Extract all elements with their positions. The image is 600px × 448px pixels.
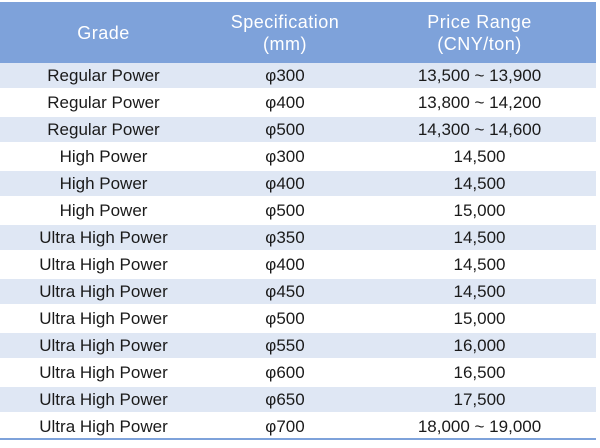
cell-price: 14,300 ~ 14,600 <box>363 116 596 144</box>
cell-price: 13,800 ~ 14,200 <box>363 89 596 117</box>
table-row: Ultra High Power φ550 16,000 <box>0 332 596 360</box>
table-row: Regular Power φ300 13,500 ~ 13,900 <box>0 63 596 90</box>
cell-price: 14,500 <box>363 224 596 252</box>
header-spec-line2: (mm) <box>263 33 307 54</box>
cell-grade: Ultra High Power <box>0 359 207 387</box>
table-row: Regular Power φ400 13,800 ~ 14,200 <box>0 89 596 117</box>
cell-grade: Ultra High Power <box>0 251 207 279</box>
cell-price: 14,500 <box>363 170 596 198</box>
cell-price: 14,500 <box>363 251 596 279</box>
cell-grade: High Power <box>0 143 207 171</box>
cell-spec: φ600 <box>207 359 363 387</box>
cell-grade: High Power <box>0 170 207 198</box>
table-bottom-border <box>0 438 596 440</box>
cell-spec: φ400 <box>207 89 363 117</box>
cell-grade: Regular Power <box>0 89 207 117</box>
cell-spec: φ500 <box>207 197 363 225</box>
cell-grade: Ultra High Power <box>0 413 207 441</box>
table-row: High Power φ400 14,500 <box>0 170 596 198</box>
cell-grade: Ultra High Power <box>0 386 207 414</box>
cell-price: 18,000 ~ 19,000 <box>363 413 596 441</box>
header-specification: Specification (mm) <box>207 2 363 63</box>
header-price-range: Price Range (CNY/ton) <box>363 2 596 63</box>
header-row: Grade Specification (mm) Price Range (CN… <box>0 2 596 63</box>
cell-spec: φ400 <box>207 170 363 198</box>
cell-grade: Ultra High Power <box>0 278 207 306</box>
cell-price: 17,500 <box>363 386 596 414</box>
table-row: Ultra High Power φ600 16,500 <box>0 359 596 387</box>
cell-grade: Regular Power <box>0 116 207 144</box>
cell-spec: φ400 <box>207 251 363 279</box>
table-row: High Power φ300 14,500 <box>0 143 596 171</box>
cell-spec: φ450 <box>207 278 363 306</box>
header-price-line1: Price Range <box>427 11 532 32</box>
cell-price: 15,000 <box>363 305 596 333</box>
price-table: Grade Specification (mm) Price Range (CN… <box>0 2 596 441</box>
table-row: Ultra High Power φ500 15,000 <box>0 305 596 333</box>
cell-spec: φ300 <box>207 143 363 171</box>
table-row: Regular Power φ500 14,300 ~ 14,600 <box>0 116 596 144</box>
table-row: Ultra High Power φ450 14,500 <box>0 278 596 306</box>
cell-price: 16,000 <box>363 332 596 360</box>
cell-price: 14,500 <box>363 278 596 306</box>
table-row: High Power φ500 15,000 <box>0 197 596 225</box>
header-grade: Grade <box>0 2 207 63</box>
cell-grade: High Power <box>0 197 207 225</box>
cell-spec: φ650 <box>207 386 363 414</box>
table-header: Grade Specification (mm) Price Range (CN… <box>0 2 596 63</box>
header-spec-line1: Specification <box>230 11 340 32</box>
cell-price: 15,000 <box>363 197 596 225</box>
cell-spec: φ350 <box>207 224 363 252</box>
table-body: Regular Power φ300 13,500 ~ 13,900 Regul… <box>0 63 596 441</box>
cell-spec: φ300 <box>207 63 363 90</box>
cell-spec: φ500 <box>207 116 363 144</box>
cell-price: 16,500 <box>363 359 596 387</box>
cell-grade: Ultra High Power <box>0 332 207 360</box>
table-row: Ultra High Power φ350 14,500 <box>0 224 596 252</box>
table-row: Ultra High Power φ700 18,000 ~ 19,000 <box>0 413 596 441</box>
cell-spec: φ700 <box>207 413 363 441</box>
cell-grade: Ultra High Power <box>0 224 207 252</box>
table-row: Ultra High Power φ400 14,500 <box>0 251 596 279</box>
cell-grade: Ultra High Power <box>0 305 207 333</box>
cell-price: 13,500 ~ 13,900 <box>363 63 596 90</box>
cell-spec: φ500 <box>207 305 363 333</box>
table-row: Ultra High Power φ650 17,500 <box>0 386 596 414</box>
header-grade-label: Grade <box>77 22 130 43</box>
cell-grade: Regular Power <box>0 63 207 90</box>
header-price-line2: (CNY/ton) <box>437 33 522 54</box>
cell-spec: φ550 <box>207 332 363 360</box>
cell-price: 14,500 <box>363 143 596 171</box>
